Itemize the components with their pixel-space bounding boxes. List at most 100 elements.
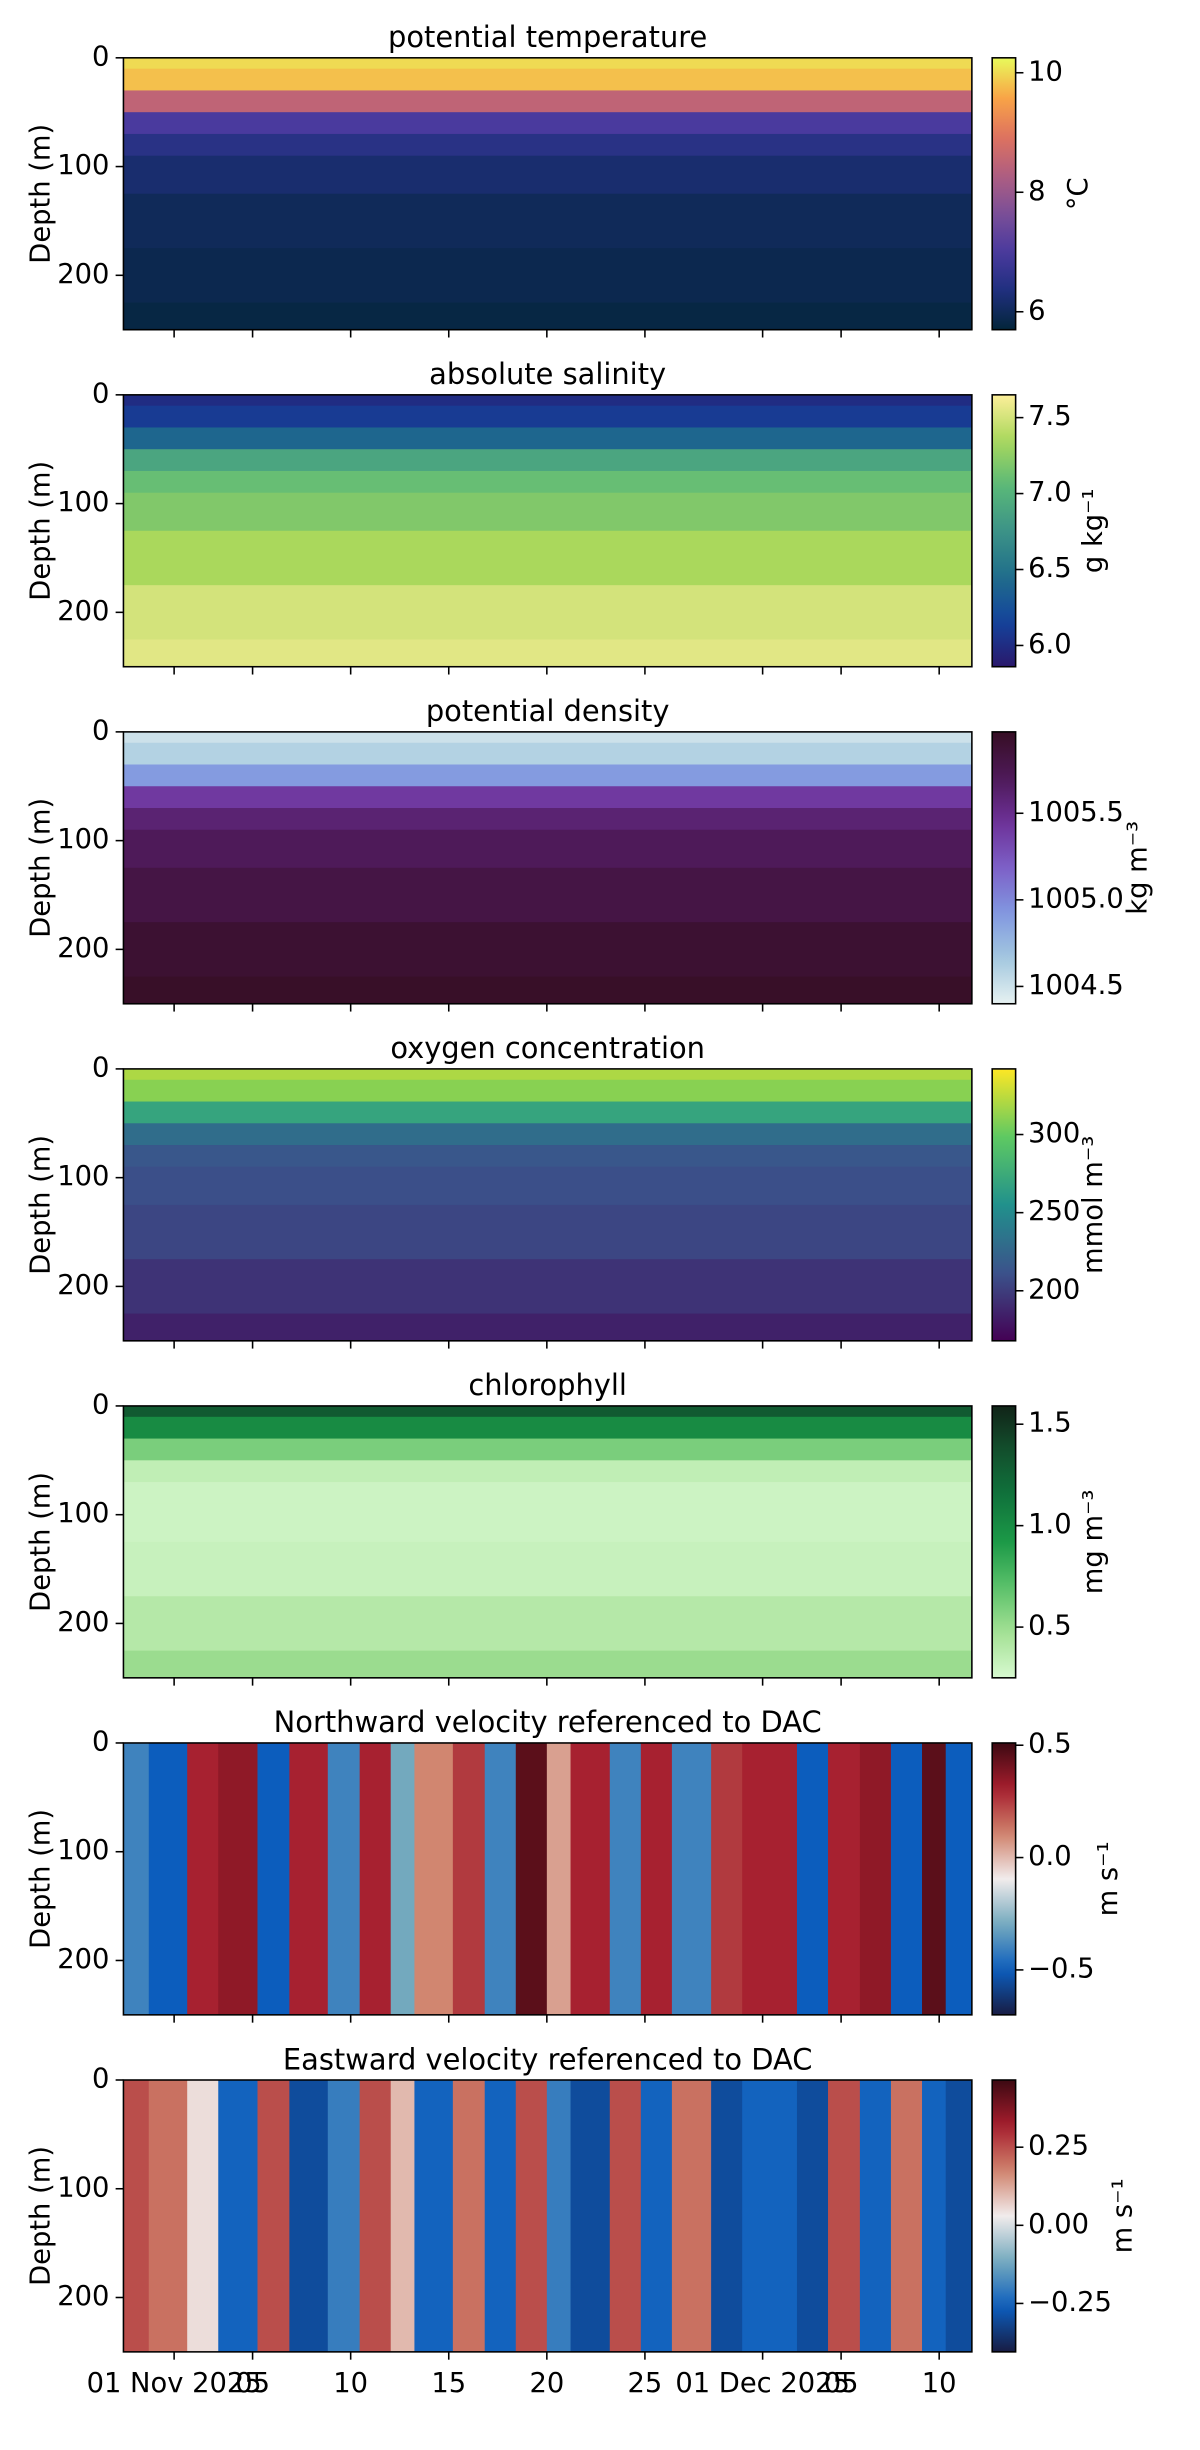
colorbar-tick-label: 1005.5 (1028, 797, 1124, 828)
panel-title: Eastward velocity referenced to DAC (283, 2042, 812, 2076)
velocity-stripe (828, 2080, 861, 2352)
colorbar-tick-label: 6.0 (1028, 629, 1071, 660)
y-tick-label: 0 (92, 1726, 109, 1757)
x-tick-label: 20 (529, 2368, 564, 2399)
field-band (123, 90, 972, 113)
axes-frame (122, 1405, 973, 1679)
colorbar (991, 1405, 1017, 1679)
y-tick-label: 0 (92, 41, 109, 72)
colorbar-tick-label: 0.0 (1028, 1841, 1071, 1872)
axes-frame (122, 1068, 973, 1342)
field-band (123, 394, 972, 407)
velocity-stripe (452, 2080, 486, 2352)
y-tick-label: 100 (57, 1835, 109, 1866)
velocity-stripe (711, 1742, 743, 2015)
colorbar-tick-label: −0.25 (1028, 2287, 1112, 2318)
velocity-stripe (515, 1742, 548, 2015)
y-tick-label: 0 (92, 715, 109, 746)
field-band (123, 922, 972, 978)
panel: potential density Depth (m) 0 100 200 1004.5 1… (26, 694, 1154, 1012)
colorbar-tick-label: 250 (1028, 1196, 1080, 1227)
x-tick-label: 15 (431, 2368, 466, 2399)
field-band (123, 449, 972, 472)
colorbar (991, 1742, 1017, 2016)
y-axis-label: Depth (m) (26, 124, 57, 264)
velocity-stripe (859, 2080, 892, 2352)
field-band (123, 1123, 972, 1146)
velocity-stripe (327, 1742, 361, 2015)
colorbar (991, 731, 1017, 1005)
velocity-stripe (922, 2080, 947, 2352)
y-tick-label: 0 (92, 2064, 109, 2095)
velocity-stripe (640, 2080, 673, 2352)
velocity-stripe (828, 1742, 861, 2015)
field-band (123, 1438, 972, 1462)
velocity-stripe (796, 1742, 829, 2015)
field-band (123, 248, 972, 304)
field-band (123, 1101, 972, 1125)
colorbar-tick-label: 0.5 (1028, 1729, 1071, 1760)
velocity-stripe (796, 2080, 829, 2352)
y-axis-label: Depth (m) (26, 1135, 57, 1275)
velocity-stripe (123, 1742, 150, 2015)
field-band (123, 470, 972, 494)
y-axis-label: Depth (m) (26, 1809, 57, 1949)
velocity-stripe (289, 1742, 329, 2015)
colorbar-label: °C (1063, 177, 1094, 210)
field-band (123, 764, 972, 788)
field-band (123, 112, 972, 135)
x-tick-label: 05 (235, 2368, 270, 2399)
axes-frame (122, 731, 973, 1005)
field-band (123, 405, 972, 429)
velocity-stripe (327, 2080, 361, 2352)
field-band (123, 1166, 972, 1206)
velocity-stripe (945, 2080, 973, 2352)
field-band (123, 133, 972, 157)
colorbar-tick-label: 7.0 (1028, 477, 1071, 508)
y-tick-label: 100 (57, 2172, 109, 2203)
field-band (123, 1503, 972, 1543)
velocity-stripe (484, 2080, 517, 2352)
colorbar-tick-label: 0.5 (1028, 1611, 1071, 1642)
velocity-stripe (414, 2080, 454, 2352)
panel-title: chlorophyll (468, 1368, 627, 1402)
velocity-stripe (945, 1742, 973, 2015)
field-band (123, 1596, 972, 1652)
field-band (123, 193, 972, 249)
panel: potential temperature Depth (m) 0 100 200 6 8 1… (26, 20, 1094, 338)
colorbar-tick-label: 1.0 (1028, 1509, 1071, 1540)
field-band (123, 976, 972, 1005)
y-tick-label: 200 (57, 596, 109, 627)
velocity-stripe (546, 1742, 572, 2015)
y-tick-label: 0 (92, 378, 109, 409)
velocity-stripe (570, 1742, 611, 2015)
panel: chlorophyll Depth (m) 0 100 200 0.5 1.0 1.5 mg m… (26, 1368, 1109, 1686)
velocity-stripe (711, 2080, 743, 2352)
x-tick-label: 10 (333, 2368, 368, 2399)
y-axis-label: Depth (m) (26, 461, 57, 601)
field-band (123, 1145, 972, 1168)
velocity-stripe (859, 1742, 892, 2015)
colorbar-label: m s⁻¹ (1093, 1841, 1124, 1916)
field-band (123, 742, 972, 766)
panel-title: potential density (426, 694, 670, 728)
velocity-stripe (640, 1742, 673, 2015)
colorbar (991, 57, 1017, 331)
y-tick-label: 100 (57, 487, 109, 518)
colorbar-tick-label: 0.00 (1028, 2209, 1089, 2240)
y-tick-label: 200 (57, 2281, 109, 2312)
field-band (123, 1416, 972, 1440)
velocity-stripe (390, 1742, 416, 2015)
colorbar (991, 1068, 1017, 1342)
velocity-stripe (414, 1742, 454, 2015)
colorbar-tick-label: 1.5 (1028, 1408, 1071, 1439)
velocity-stripe (570, 2080, 611, 2352)
velocity-stripe (187, 2080, 219, 2352)
field-band (123, 1541, 972, 1598)
field-band (123, 1313, 972, 1342)
panel: oxygen concentration Depth (m) 0 100 200 200 2… (26, 1031, 1109, 1349)
panel-title: absolute salinity (429, 357, 666, 391)
velocity-stripe (742, 1742, 798, 2015)
field-band (123, 155, 972, 195)
axes-frame (122, 57, 973, 331)
